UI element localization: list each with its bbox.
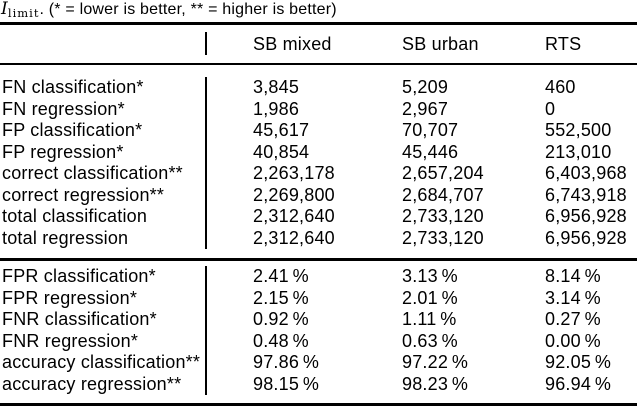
table-section-rates: FPR classification* 2.41 % 3.13 % 8.14 %… xyxy=(0,261,640,403)
cell-rts: 6,403,968 xyxy=(545,163,627,183)
row-label: FPR classification* xyxy=(0,266,207,288)
cell-rts: 8.14 % xyxy=(545,266,601,286)
row-label: total regression xyxy=(0,227,207,249)
cell-sb-mixed: 1,986 xyxy=(253,98,300,119)
row-label: total classification xyxy=(0,206,207,228)
row-label: FN classification* xyxy=(0,77,207,99)
cell-sb-urban: 2.01 % xyxy=(402,287,458,308)
cell-sb-mixed: 0.48 % xyxy=(253,330,309,351)
table-section-counts: FN classification* 3,845 5,209 460 FN re… xyxy=(0,65,640,258)
cell-sb-urban: 3.13 % xyxy=(402,266,458,286)
column-header-sb-mixed: SB mixed xyxy=(253,34,332,54)
row-label: accuracy regression** xyxy=(0,373,207,395)
table-row: FNR classification* 0.92 % 1.11 % 0.27 % xyxy=(0,309,637,331)
table-row: FP classification* 45,617 70,707 552,500 xyxy=(0,120,637,142)
cell-rts: 3.14 % xyxy=(545,287,601,308)
cell-sb-mixed: 40,854 xyxy=(253,141,310,162)
column-header-sb-urban: SB urban xyxy=(402,34,479,54)
cell-rts: 552,500 xyxy=(545,120,612,140)
cell-sb-urban: 45,446 xyxy=(402,141,459,162)
cell-sb-urban: 2,733,120 xyxy=(402,227,484,248)
row-label: FP regression* xyxy=(0,141,207,163)
table-header-rule xyxy=(0,63,637,65)
row-label: FNR regression* xyxy=(0,330,207,352)
header-stub-cell xyxy=(0,25,207,63)
table-row: total classification 2,312,640 2,733,120… xyxy=(0,206,637,228)
cell-sb-urban: 2,684,707 xyxy=(402,184,484,205)
cell-rts: 6,956,928 xyxy=(545,206,627,226)
row-label: FP classification* xyxy=(0,120,207,142)
cell-sb-urban: 70,707 xyxy=(402,120,459,140)
row-label: correct regression** xyxy=(0,184,207,206)
cell-sb-urban: 2,657,204 xyxy=(402,163,484,183)
cell-sb-mixed: 2,312,640 xyxy=(253,227,335,248)
cell-rts: 0 xyxy=(545,98,556,119)
table-bottom-rule xyxy=(0,403,637,406)
cell-sb-mixed: 0.92 % xyxy=(253,309,309,329)
cell-sb-mixed: 2,312,640 xyxy=(253,206,335,226)
cell-rts: 460 xyxy=(545,77,576,97)
cell-rts: 0.27 % xyxy=(545,309,601,329)
row-label: FN regression* xyxy=(0,98,207,120)
table-row: FN regression* 1,986 2,967 0 xyxy=(0,98,637,120)
table-row: accuracy classification** 97.86 % 97.22 … xyxy=(0,352,637,374)
caption-math-symbol: I xyxy=(1,0,8,19)
cell-sb-mixed: 2,263,178 xyxy=(253,163,335,183)
cell-rts: 0.00 % xyxy=(545,330,601,351)
table-row: accuracy regression** 98.15 % 98.23 % 96… xyxy=(0,373,637,395)
table-caption-fragment: Ilimit. (* = lower is better, ** = highe… xyxy=(0,0,640,22)
header-column-divider xyxy=(205,32,207,55)
row-label: FPR regression* xyxy=(0,287,207,309)
table-row: FNR regression* 0.48 % 0.63 % 0.00 % xyxy=(0,330,637,352)
table-row: FP regression* 40,854 45,446 213,010 xyxy=(0,141,637,163)
cell-rts: 92.05 % xyxy=(545,352,612,372)
cell-sb-urban: 0.63 % xyxy=(402,330,458,351)
cell-rts: 96.94 % xyxy=(545,373,612,394)
caption-text: . (* = lower is better, ** = higher is b… xyxy=(39,1,337,18)
row-label: correct classification** xyxy=(0,163,207,185)
cell-sb-urban: 2,733,120 xyxy=(402,206,484,226)
table-row: FPR regression* 2.15 % 2.01 % 3.14 % xyxy=(0,287,637,309)
row-label: accuracy classification** xyxy=(0,352,207,374)
cell-rts: 213,010 xyxy=(545,141,612,162)
cell-sb-urban: 98.23 % xyxy=(402,373,469,394)
table-header-row: SB mixed SB urban RTS xyxy=(0,25,637,63)
cell-sb-mixed: 3,845 xyxy=(253,77,300,97)
cell-sb-mixed: 2,269,800 xyxy=(253,184,335,205)
cell-sb-mixed: 45,617 xyxy=(253,120,310,140)
table-top-rule xyxy=(0,22,637,25)
cell-sb-urban: 2,967 xyxy=(402,98,449,119)
table-row: total regression 2,312,640 2,733,120 6,9… xyxy=(0,227,637,249)
row-label: FNR classification* xyxy=(0,309,207,331)
cell-sb-urban: 97.22 % xyxy=(402,352,469,372)
table-row: correct regression** 2,269,800 2,684,707… xyxy=(0,184,637,206)
table-row: FN classification* 3,845 5,209 460 xyxy=(0,77,637,99)
caption-math-subscript: limit xyxy=(7,6,40,20)
column-header-rts: RTS xyxy=(545,34,582,54)
cell-sb-mixed: 2.41 % xyxy=(253,266,309,286)
table-mid-rule xyxy=(0,258,637,261)
cell-sb-urban: 1.11 % xyxy=(402,309,457,329)
cell-sb-mixed: 2.15 % xyxy=(253,287,309,308)
cell-rts: 6,956,928 xyxy=(545,227,627,248)
cell-sb-mixed: 98.15 % xyxy=(253,373,320,394)
cell-rts: 6,743,918 xyxy=(545,184,627,205)
table-row: correct classification** 2,263,178 2,657… xyxy=(0,163,637,185)
cell-sb-mixed: 97.86 % xyxy=(253,352,320,372)
table-row: FPR classification* 2.41 % 3.13 % 8.14 % xyxy=(0,266,637,288)
cell-sb-urban: 5,209 xyxy=(402,77,449,97)
